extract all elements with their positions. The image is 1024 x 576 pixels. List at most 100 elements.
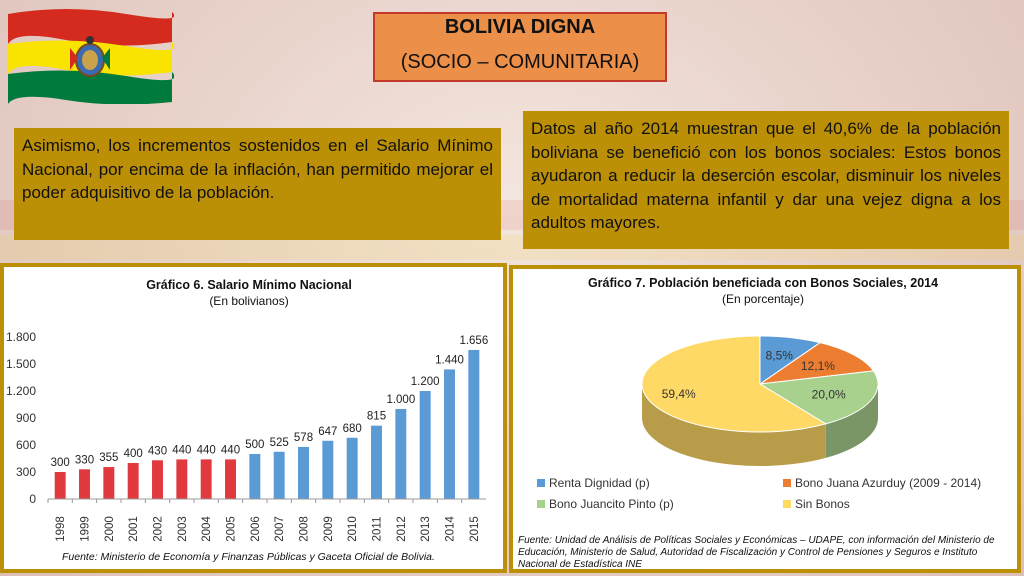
x-tick-label: 1999 bbox=[80, 516, 92, 542]
legend-swatch bbox=[537, 500, 545, 508]
x-tick-label: 2004 bbox=[201, 516, 213, 542]
slide-title-box: BOLIVIA DIGNA (SOCIO – COMUNITARIA) bbox=[373, 12, 667, 82]
x-tick-label: 2007 bbox=[274, 516, 286, 542]
legend-swatch bbox=[537, 479, 545, 487]
bar bbox=[395, 409, 407, 499]
bar-value-label: 300 bbox=[51, 457, 70, 469]
bar bbox=[346, 437, 358, 499]
bar-value-label: 578 bbox=[294, 432, 313, 444]
pie-chart: Gráfico 7. Población beneficiada con Bon… bbox=[537, 276, 981, 511]
bar bbox=[371, 425, 382, 499]
x-tick-label: 2006 bbox=[250, 516, 262, 542]
pie-chart-labels: 8,5% 12,1% 20,0% 59,4% bbox=[662, 348, 846, 401]
bar-value-label: 525 bbox=[270, 437, 289, 449]
y-tick-label: 900 bbox=[16, 411, 36, 425]
pie-slice-side bbox=[825, 384, 878, 458]
bar-value-label: 815 bbox=[367, 411, 386, 423]
x-tick-label: 2002 bbox=[153, 516, 165, 542]
legend-swatch bbox=[783, 500, 791, 508]
bar bbox=[419, 391, 431, 499]
pie-chart-subtitle: (En porcentaje) bbox=[722, 292, 804, 306]
y-tick-label: 1.500 bbox=[6, 357, 36, 371]
bar-chart-source: Fuente: Ministerio de Economía y Finanza… bbox=[62, 551, 435, 563]
bar-chart-y-axis: 0 300 600 900 1.200 1.500 1.800 bbox=[6, 330, 36, 506]
pie-chart-title: Gráfico 7. Población beneficiada con Bon… bbox=[588, 276, 938, 290]
x-tick-label: 2003 bbox=[177, 516, 189, 542]
pie-slice bbox=[641, 335, 827, 433]
x-tick-label: 2011 bbox=[372, 517, 384, 542]
y-tick-label: 0 bbox=[29, 492, 36, 506]
bar bbox=[273, 451, 285, 499]
y-tick-label: 1.200 bbox=[6, 384, 36, 398]
bar bbox=[225, 459, 236, 499]
bar bbox=[152, 460, 163, 499]
bar bbox=[468, 349, 480, 499]
bar-value-label: 1.200 bbox=[411, 376, 440, 388]
bar bbox=[176, 459, 188, 499]
bar-chart-panel: Gráfico 6. Salario Mínimo Nacional (En b… bbox=[0, 263, 507, 573]
x-tick-label: 2010 bbox=[347, 516, 359, 542]
pie-slice-label: 20,0% bbox=[812, 387, 846, 401]
bar-chart: Gráfico 6. Salario Mínimo Nacional (En b… bbox=[6, 278, 488, 542]
pie-chart-depth bbox=[642, 384, 878, 466]
coat-of-arms-icon bbox=[70, 36, 110, 77]
bar-value-label: 680 bbox=[343, 423, 362, 435]
bar-chart-subtitle: (En bolivianos) bbox=[209, 294, 288, 308]
bar-chart-x-axis: 1998 1999 2000 2001 2002 2003 2004 2005 2006 2007… bbox=[47, 498, 486, 542]
bar bbox=[103, 467, 115, 499]
legend-label: Bono Juancito Pinto (p) bbox=[549, 497, 674, 511]
x-tick-label: 2014 bbox=[445, 516, 457, 542]
bar-value-label: 440 bbox=[221, 444, 240, 456]
pie-slice-side bbox=[642, 384, 826, 466]
legend-label: Sin Bonos bbox=[795, 497, 850, 511]
bar-value-label: 430 bbox=[148, 445, 167, 457]
bar bbox=[127, 463, 139, 499]
x-tick-label: 2008 bbox=[299, 516, 311, 542]
y-tick-label: 300 bbox=[16, 465, 36, 479]
pie-chart-legend: Renta Dignidad (p) Bono Juana Azurduy (20… bbox=[537, 476, 981, 511]
bar-value-label: 330 bbox=[75, 454, 94, 466]
x-tick-label: 2009 bbox=[323, 516, 335, 542]
bar-value-label: 1.000 bbox=[386, 394, 415, 406]
bar-value-label: 355 bbox=[99, 452, 118, 464]
x-tick-label: 2001 bbox=[128, 516, 140, 542]
bar-value-label: 1.656 bbox=[459, 335, 488, 347]
pie-chart-source: Fuente: Unidad de Análisis de Políticas … bbox=[518, 535, 995, 567]
pie-slice bbox=[758, 370, 879, 425]
x-tick-label: 2012 bbox=[396, 516, 408, 542]
bar-value-label: 440 bbox=[197, 444, 216, 456]
legend-swatch bbox=[783, 479, 791, 487]
pie-slice-label: 59,4% bbox=[662, 387, 696, 401]
x-tick-label: 2013 bbox=[420, 516, 432, 542]
pie-chart-panel: Gráfico 7. Población beneficiada con Bon… bbox=[509, 265, 1021, 573]
bolivia-flag-image bbox=[8, 9, 174, 104]
legend-label: Bono Juana Azurduy (2009 - 2014) bbox=[795, 476, 981, 490]
bar bbox=[444, 369, 455, 499]
bar-value-label: 500 bbox=[245, 439, 264, 451]
bar-value-label: 1.440 bbox=[435, 354, 464, 366]
bar-chart-title: Gráfico 6. Salario Mínimo Nacional bbox=[146, 278, 352, 292]
bar-value-label: 400 bbox=[124, 448, 143, 460]
x-tick-label: 2015 bbox=[469, 516, 481, 542]
bar-value-label: 647 bbox=[318, 426, 337, 438]
bar-chart-bars: 300 330 355 400 430 440 440 440 500 525 578 647 680 8… bbox=[51, 335, 488, 499]
bar bbox=[79, 469, 90, 499]
pie-slice-label: 8,5% bbox=[766, 348, 794, 362]
x-tick-label: 2000 bbox=[104, 516, 116, 542]
salary-text-box: Asimismo, los incrementos sostenidos en … bbox=[14, 128, 501, 240]
y-tick-label: 1.800 bbox=[6, 330, 36, 344]
legend-label: Renta Dignidad (p) bbox=[549, 476, 650, 490]
bar bbox=[249, 454, 261, 499]
pie-chart-slices bbox=[641, 335, 879, 433]
social-bonds-text-box: Datos al año 2014 muestran que el 40,6% … bbox=[523, 111, 1009, 249]
bar bbox=[200, 459, 212, 499]
bar-value-label: 440 bbox=[172, 444, 191, 456]
bar bbox=[322, 440, 334, 499]
x-tick-label: 2005 bbox=[226, 516, 238, 542]
bar bbox=[298, 446, 309, 499]
y-tick-label: 600 bbox=[16, 438, 36, 452]
bar bbox=[54, 472, 66, 499]
x-tick-label: 1998 bbox=[55, 516, 67, 542]
pie-slice-label: 12,1% bbox=[801, 359, 835, 373]
slide-title: BOLIVIA DIGNA bbox=[444, 16, 596, 38]
